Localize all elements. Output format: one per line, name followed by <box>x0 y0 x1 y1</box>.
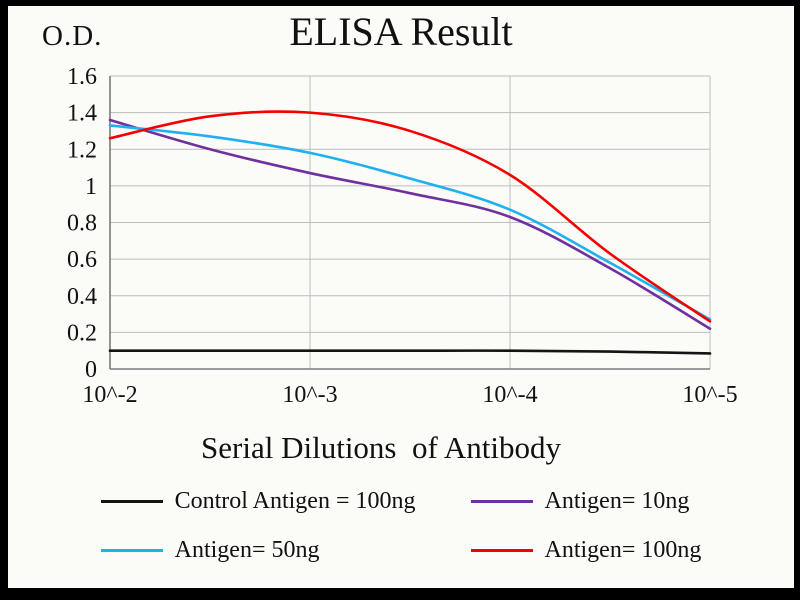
x-tick-label: 10^-4 <box>482 382 537 408</box>
legend-label-3: Antigen= 100ng <box>544 537 702 563</box>
x-tick-label: 10^-2 <box>82 382 137 408</box>
x-axis-title: Serial Dilutions of Antibody <box>201 430 561 465</box>
legend-swatch-0 <box>100 500 163 503</box>
y-tick-label: 0.6 <box>67 247 97 273</box>
y-tick-label: 0.2 <box>67 320 97 346</box>
legend-item-2: Antigen= 50ng <box>100 537 416 564</box>
y-tick-label: 1 <box>85 174 97 200</box>
y-tick-label: 0.8 <box>67 211 97 237</box>
legend-item-3: Antigen= 100ng <box>470 537 702 564</box>
series-line-1 <box>108 118 712 331</box>
x-tick-label: 10^-3 <box>282 382 337 408</box>
legend-swatch-3 <box>470 549 533 552</box>
y-axis-unit-label: O.D. <box>42 20 103 52</box>
x-tick-label: 10^-5 <box>682 382 737 408</box>
y-tick-label: 1.2 <box>67 137 97 163</box>
legend-item-0: Control Antigen = 100ng <box>100 488 416 515</box>
y-tick-label: 0.4 <box>67 284 97 310</box>
legend-label-1: Antigen= 10ng <box>544 488 690 514</box>
series-line-2 <box>108 124 712 321</box>
legend-swatch-2 <box>100 549 163 552</box>
elisa-chart: 1.6 1.4 1.2 1 0.8 0.6 0.4 0.2 010^-2 10^-3 10^-4 10… <box>67 64 738 408</box>
series-line-0 <box>108 349 712 355</box>
legend-label-2: Antigen= 50ng <box>174 537 320 563</box>
legend-swatch-1 <box>470 500 533 503</box>
legend-item-1: Antigen= 10ng <box>470 488 702 515</box>
y-tick-label: 1.4 <box>67 101 97 127</box>
y-tick-label: 1.6 <box>67 64 97 90</box>
chart-title: ELISA Result <box>289 9 513 54</box>
legend-label-0: Control Antigen = 100ng <box>174 488 416 514</box>
y-tick-label: 0 <box>85 357 97 383</box>
legend: Control Antigen = 100ng Antigen= 10ng Anti… <box>8 488 794 564</box>
series-line-3 <box>108 110 712 323</box>
